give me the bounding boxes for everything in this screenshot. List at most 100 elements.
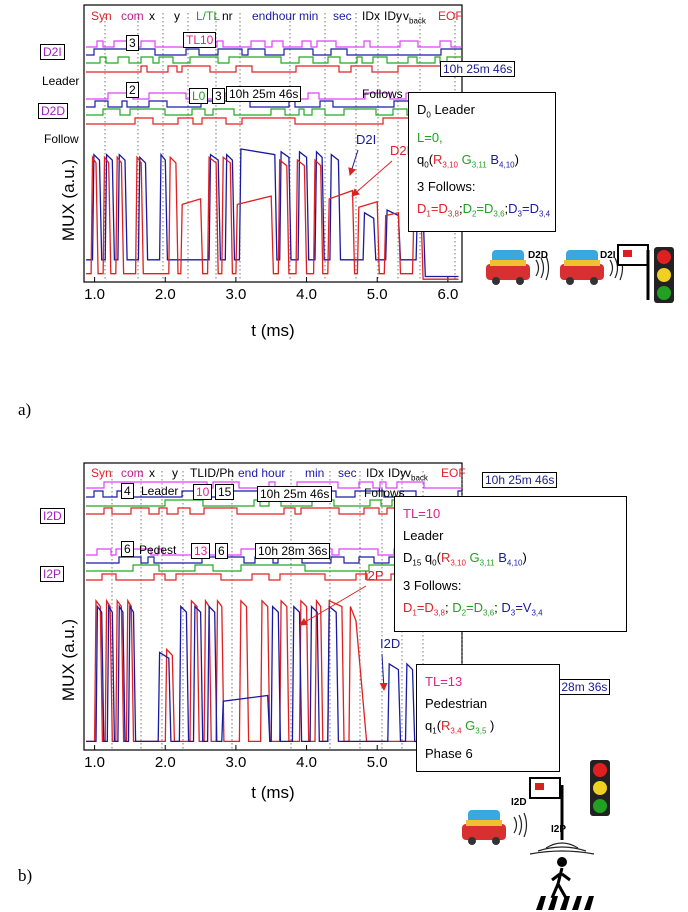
annotation: Leader [141, 484, 179, 498]
header-label: end hour [238, 466, 285, 480]
series-pointer [348, 149, 359, 176]
wheel [516, 277, 524, 285]
traffic-lamp [593, 763, 607, 777]
info-line: D1=D3,8; D2=D3,6; D3=V3,4 [403, 597, 618, 625]
boxed-annotation: 3 [126, 35, 139, 51]
trace-line [86, 148, 459, 278]
text-segment: min [305, 466, 324, 480]
boxed-annotation: 4 [121, 483, 134, 499]
segment-text: nr [222, 9, 233, 23]
bit-stream [86, 56, 462, 64]
segment-text: D [417, 102, 427, 117]
radio-wave [523, 812, 528, 838]
info-line: q0(R3,10 G3,11 B4,10) [417, 149, 547, 177]
text-segment: ; [459, 201, 463, 216]
text-segment: TL=10 [403, 506, 440, 521]
segment-subscript: 3,5 [475, 726, 487, 736]
radio-wave [609, 259, 614, 277]
traffic-lamp [657, 286, 671, 300]
header-label: IDy [388, 466, 406, 480]
boxed-annotation: 10h 25m 46s [257, 486, 333, 502]
radio-wave [614, 257, 619, 279]
car-icon [486, 250, 530, 285]
crosswalk-stripe [572, 896, 582, 910]
text-segment: TL=13 [425, 674, 462, 689]
car-icon [560, 250, 604, 285]
segment-subscript: 1 [412, 608, 417, 618]
radio-wave [529, 850, 595, 855]
segment-text: Syn [91, 9, 112, 23]
pedestrian-head [557, 857, 567, 867]
segment-text: D [403, 599, 413, 615]
text-segment: 3 Follows: [417, 179, 476, 194]
car-body [462, 824, 506, 840]
segment-text: min [305, 466, 325, 480]
segment-text: ) [522, 550, 527, 565]
text-segment: =D3,4 [522, 201, 550, 219]
segment-text: com [121, 466, 144, 480]
boxed-annotation: 10h 25m 46s [440, 61, 516, 77]
segment-subscript: 3,11 [471, 160, 487, 170]
text-segment: TLID/Ph [190, 466, 234, 480]
header-label: Syn [91, 466, 112, 480]
segment-text: R [440, 550, 451, 565]
bit-stream [86, 40, 462, 48]
text-segment: G3,11 [458, 151, 487, 170]
wheel [492, 277, 500, 285]
crosswalk-stripe [548, 896, 558, 910]
text-segment: D3 [508, 201, 522, 219]
segment-text: =D [476, 201, 494, 217]
wheel [492, 837, 500, 845]
text-segment: Pedestrian [425, 696, 487, 711]
header-label: IDx [362, 9, 380, 23]
radio-wave [513, 816, 518, 834]
car-body [560, 264, 604, 280]
text-segment: IDy [384, 9, 402, 23]
segment-text: Leader [403, 528, 444, 543]
text-segment: x [149, 9, 155, 23]
text-segment: sec [333, 9, 352, 23]
info-line: Pedestrian [425, 693, 551, 715]
header-label: y [174, 9, 180, 23]
boxed-annotation: I2D [40, 508, 65, 524]
text-segment: =V3,4 [515, 600, 542, 618]
text-segment: vback [403, 9, 426, 25]
boxed-annotation: I2P [40, 566, 65, 582]
car-stripe [490, 260, 526, 266]
x-tick-label: 6.0 [437, 286, 458, 303]
info-line: q1(R3,4 G3,5 ) [425, 715, 551, 743]
x-tick-label: 3.0 [225, 286, 246, 303]
bit-stream [86, 117, 463, 125]
x-tick-label: 5.0 [367, 286, 388, 303]
segment-text: EOF [441, 466, 466, 480]
panel-label: b) [18, 866, 33, 885]
segment-subscript: 0 [432, 558, 437, 568]
trace-line [86, 598, 459, 743]
segment-text: EOF [438, 9, 463, 23]
text-segment: q1 [425, 718, 437, 736]
segment-text: =D [466, 599, 484, 615]
segment-text: v [403, 9, 409, 23]
segment-text: ( [428, 151, 434, 167]
segment-text: G [458, 151, 472, 167]
x-tick-label: 2.0 [155, 286, 176, 303]
sensor-box [617, 244, 649, 266]
text-segment: ) [523, 550, 527, 565]
crosswalk-stripe [536, 896, 546, 910]
wheel [468, 837, 476, 845]
info-box: D0 Leader L=0, q0(R3,10 G3,11 B4,10) 3 Foll… [408, 92, 556, 232]
info-line: 3 Follows: [417, 176, 547, 198]
segment-subscript: back [411, 473, 428, 483]
series-pointer [351, 160, 393, 197]
header-label: EOF [441, 466, 466, 480]
text-segment: D2 [452, 600, 467, 618]
bit-stream [86, 65, 463, 73]
segment-text: Syn [91, 466, 112, 480]
bit-stream [86, 100, 462, 108]
segment-text: ; [504, 201, 509, 217]
segment-subscript: 4,10 [506, 558, 523, 568]
segment-text: L/TL [196, 9, 221, 23]
segment-subscript: 2 [461, 608, 467, 618]
boxed-annotation: D2I [40, 44, 65, 60]
bit-stream [86, 48, 462, 56]
